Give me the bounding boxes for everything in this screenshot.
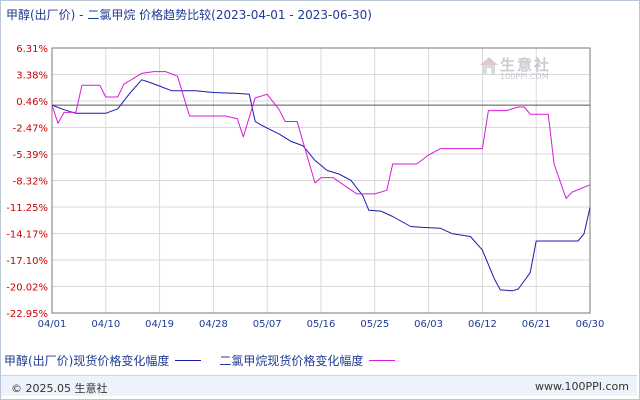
y-tick-label: 6.31% [16,44,48,55]
watermark-url: 100PPI.COM [500,72,549,81]
footer-site-link[interactable]: www.100PPI.com [535,380,629,393]
x-tick-label: 06/21 [522,319,551,330]
legend-swatch-series1 [175,360,202,361]
y-tick-label: -17.10% [6,256,48,267]
x-tick-label: 04/28 [199,319,228,330]
chart-title: 甲醇(出厂价) - 二氯甲烷 价格趋势比较(2023-04-01 - 2023-… [6,8,372,22]
legend-label-series2: 二氯甲烷现货价格变化幅度 [219,354,364,368]
x-tick-label: 06/12 [468,319,497,330]
axis-layer [51,47,591,314]
legend-swatch-series2 [369,360,396,361]
plot-border [51,47,591,314]
series-line-2 [51,71,591,199]
grid-layer [51,47,591,314]
legend-label-series1: 甲醇(出厂价)现货价格变化幅度 [4,354,170,368]
y-tick-label: -22.95% [6,309,48,320]
footer-bar: © 2025.05 生意社 www.100PPI.com [1,375,637,396]
watermark-logo: 生意社 100PPI.COM [478,54,549,81]
y-tick-label: -5.39% [13,150,48,161]
tick-labels: 6.31% 3.38% 0.46% -2.47% -5.39% -8.32% -11.25%… [6,44,604,330]
x-tick-label: 06/03 [414,319,443,330]
x-tick-label: 04/19 [145,319,174,330]
series-line-1 [51,79,591,292]
series-layer [51,71,591,292]
x-tick-label: 05/16 [307,319,336,330]
watermark-text: 生意社 [500,56,552,74]
y-tick-label: -8.32% [13,177,48,188]
y-tick-label: -11.25% [6,203,48,214]
x-tick-label: 06/30 [576,319,605,330]
y-tick-label: -20.02% [6,283,48,294]
x-tick-label: 04/01 [38,319,67,330]
footer-copyright: © 2025.05 生意社 [11,382,108,395]
legend-item-series1: 甲醇(出厂价)现货价格变化幅度 [4,352,202,369]
y-tick-label: 0.46% [16,97,48,108]
y-tick-label: 3.38% [16,71,48,82]
x-tick-label: 04/10 [91,319,120,330]
legend-item-series2: 二氯甲烷现货价格变化幅度 [219,352,396,369]
y-tick-label: -14.17% [6,230,48,241]
house-logo-icon [480,57,498,74]
x-tick-label: 05/07 [253,319,282,330]
chart-legend: 甲醇(出厂价)现货价格变化幅度 二氯甲烷现货价格变化幅度 [4,352,413,369]
y-tick-label: -2.47% [13,124,48,135]
x-tick-label: 05/25 [360,319,389,330]
